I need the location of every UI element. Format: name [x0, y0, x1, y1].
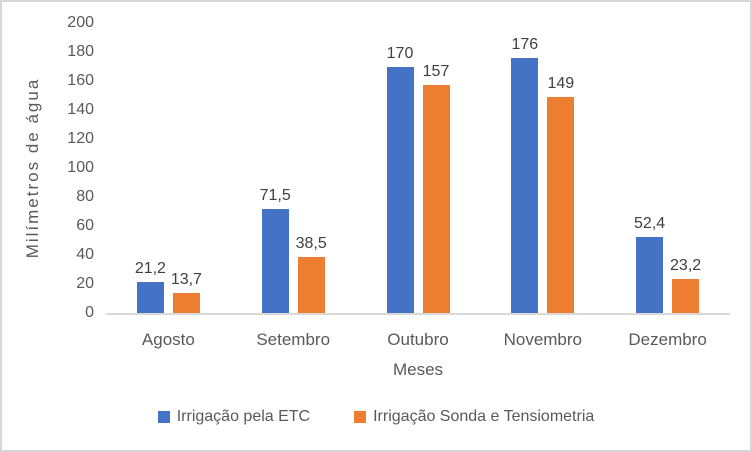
y-tick-label: 120	[67, 130, 94, 147]
x-category-label-agosto: Agosto	[141, 330, 195, 349]
bar-value-label: 13,7	[170, 271, 202, 289]
y-tick-label: 80	[76, 188, 94, 205]
x-axis-category-labels: Agosto Setembro Outubro Novembro Dezembro	[106, 330, 730, 352]
y-tick-label: 140	[67, 101, 94, 118]
bar-etc-outubro	[386, 66, 414, 313]
bar-value-label: 21,2	[134, 260, 166, 278]
bar-value-label: 149	[547, 74, 575, 92]
bar-value-label: 170	[386, 44, 414, 62]
y-tick-label: 200	[67, 14, 94, 31]
bar-sonda-setembro	[297, 257, 325, 313]
x-category-label-novembro: Novembro	[503, 330, 583, 349]
y-tick-label: 0	[85, 304, 94, 321]
bar-value-label: 71,5	[259, 187, 291, 205]
legend-series-label: Irrigação Sonda e Tensiometria	[373, 408, 595, 425]
x-axis-line	[106, 313, 730, 315]
bar-sonda-novembro	[547, 96, 575, 313]
y-axis-tick-labels: 0 20 40 60 80 100 120 140 160 180 200	[2, 2, 98, 450]
bar-sonda-dezembro	[672, 279, 700, 313]
bar-etc-novembro	[511, 57, 539, 313]
bar-value-label: 176	[511, 35, 539, 53]
legend: Irrigação pela ETC Irrigação Sonda e Tens…	[2, 408, 750, 426]
x-axis-title: Meses	[392, 360, 444, 379]
bar-value-label: 52,4	[634, 215, 666, 233]
legend-color-swatch	[157, 411, 170, 423]
legend-series-label: Irrigação pela ETC	[176, 408, 311, 425]
bar-value-label: 38,5	[295, 235, 327, 253]
legend-item: Irrigação pela ETC	[157, 408, 311, 426]
bar-etc-agosto	[136, 282, 164, 313]
plot-area: 21,2 71,5 170 176 52,4 13,7 38,5 157 149 23,2	[106, 23, 730, 315]
bar-sonda-outubro	[422, 85, 450, 313]
y-tick-label: 160	[67, 72, 94, 89]
y-tick-label: 40	[76, 246, 94, 263]
legend-color-swatch	[354, 411, 367, 423]
x-category-label-setembro: Setembro	[256, 330, 331, 349]
x-category-label-dezembro: Dezembro	[628, 330, 707, 349]
y-tick-label: 180	[67, 43, 94, 60]
y-tick-label: 100	[67, 159, 94, 176]
legend-item: Irrigação Sonda e Tensiometria	[354, 408, 594, 426]
y-tick-label: 60	[76, 217, 94, 234]
bar-value-label: 23,2	[670, 257, 702, 275]
bar-etc-dezembro	[636, 237, 664, 313]
y-tick-label: 20	[76, 275, 94, 292]
bar-sonda-agosto	[172, 293, 200, 313]
x-category-label-outubro: Outubro	[387, 330, 449, 349]
bar-etc-setembro	[261, 209, 289, 313]
bar-value-label: 157	[422, 63, 450, 81]
